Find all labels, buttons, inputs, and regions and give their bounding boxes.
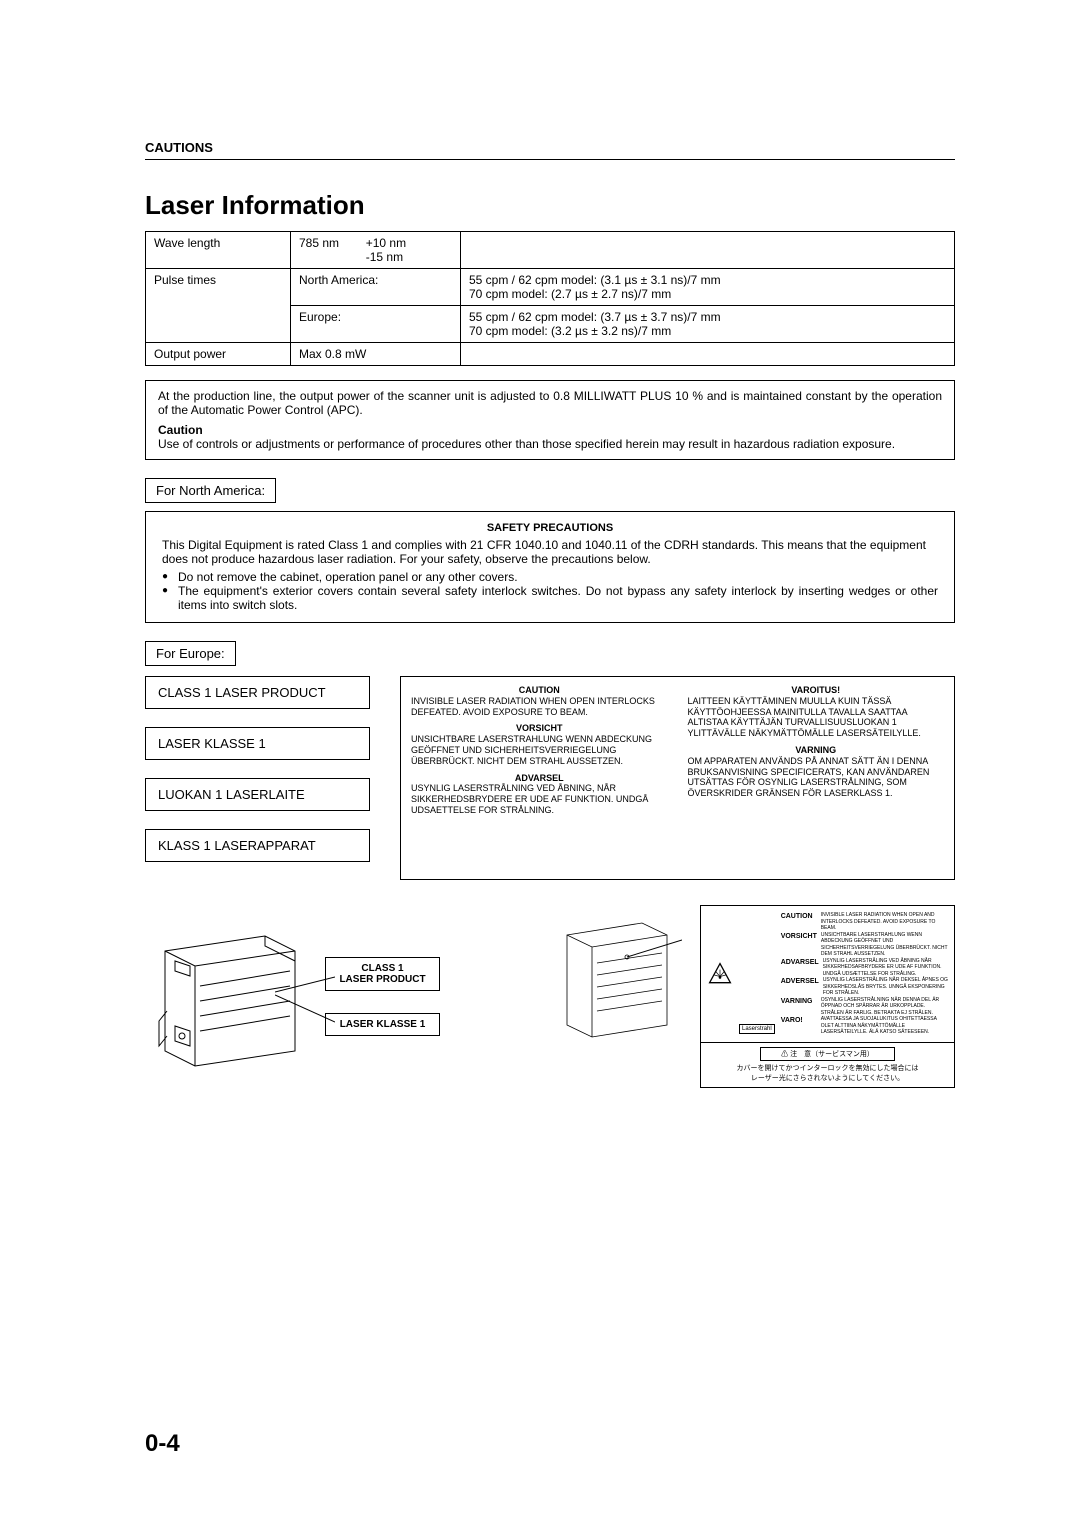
right-diagram: Laserstrahl CAUTIONINVISIBLE LASER RADIA… [552, 905, 955, 1088]
warning-head: VARNING [688, 745, 945, 756]
table-value: 55 cpm / 62 cpm model: (3.1 µs ± 3.1 ns)… [469, 273, 721, 301]
laser-hazard-icon [707, 961, 733, 987]
safety-intro: This Digital Equipment is rated Class 1 … [162, 538, 938, 566]
japanese-section: ⚠ 注 意（サービスマン用） カバーを開けてかつインターロックを無効にした場合に… [701, 1042, 954, 1087]
table-cell: 55 cpm / 62 cpm model: (3.1 µs ± 3.1 ns)… [461, 269, 955, 306]
safety-precautions-box: SAFETY PRECAUTIONS This Digital Equipmen… [145, 511, 955, 623]
pointer-group: CLASS 1 LASER PRODUCT LASER KLASSE 1 [325, 957, 440, 1036]
class-label: KLASS 1 LASERAPPARAT [145, 829, 370, 862]
warning-sticker-box: Laserstrahl CAUTIONINVISIBLE LASER RADIA… [700, 905, 955, 1088]
diagram-row: CLASS 1 LASER PRODUCT LASER KLASSE 1 [145, 905, 955, 1088]
warning-text: UNSICHTBARE LASERSTRAHLUNG WENN ABDECKUN… [411, 734, 668, 766]
caution-text: Use of controls or adjustments or perfor… [158, 437, 942, 451]
pointer-label: LASER KLASSE 1 [325, 1013, 440, 1036]
safety-bullet: The equipment's exterior covers contain … [162, 584, 938, 612]
warning-top-section: Laserstrahl CAUTIONINVISIBLE LASER RADIA… [701, 906, 954, 1042]
region-label-eu: For Europe: [145, 641, 236, 666]
warning-head: ADVARSEL [411, 773, 668, 784]
warn-row-text: UNSICHTBARE LASERSTRAHLUNG WENN ABDECKUN… [821, 932, 948, 958]
table-value: +10 nm -15 nm [366, 236, 406, 264]
warn-row-label: VORSICHT [781, 932, 817, 958]
table-value: 55 cpm / 62 cpm model: (3.7 µs ± 3.7 ns)… [469, 310, 721, 338]
laser-info-table: Wave length 785 nm +10 nm -15 nm Pulse t… [145, 231, 955, 366]
table-cell: Max 0.8 mW [291, 343, 461, 366]
multilang-warnings-box: CAUTION INVISIBLE LASER RADIATION WHEN O… [400, 676, 955, 880]
warning-column: VAROITUS! LAITTEEN KÄYTTÄMINEN MUULLA KU… [688, 685, 945, 871]
warning-head: VAROITUS! [688, 685, 945, 696]
warning-lines: CAUTIONINVISIBLE LASER RADIATION WHEN OP… [781, 912, 948, 1036]
section-header: CAUTIONS [145, 140, 955, 160]
warn-row-text: USYNLIG LASERSTRÅLING VED ÅBNING NÅR SIK… [823, 958, 948, 978]
page-number: 0-4 [145, 1430, 180, 1458]
left-diagram: CLASS 1 LASER PRODUCT LASER KLASSE 1 [145, 905, 440, 1088]
warn-row-label: ADVERSEL [781, 977, 819, 997]
class-label: LUOKAN 1 LASERLAITE [145, 778, 370, 811]
caution-note-box: At the production line, the output power… [145, 380, 955, 460]
printer-illustration-right [552, 905, 682, 1055]
warn-row-label: VARO! [781, 1016, 817, 1036]
pointer-label: CLASS 1 LASER PRODUCT [325, 957, 440, 991]
safety-title: SAFETY PRECAUTIONS [162, 522, 938, 534]
class-label: LASER KLASSE 1 [145, 727, 370, 760]
warning-head: CAUTION [411, 685, 668, 696]
table-cell: 55 cpm / 62 cpm model: (3.7 µs ± 3.7 ns)… [461, 306, 955, 343]
warn-row-label: ADVARSEL [781, 958, 819, 978]
table-cell: Output power [146, 343, 291, 366]
table-cell: Europe: [291, 306, 461, 343]
caution-label: Caution [158, 423, 942, 437]
warning-text: OM APPARATEN ANVÄNDS PÅ ANNAT SÄTT ÄN I … [688, 756, 945, 799]
table-cell: Wave length [146, 232, 291, 269]
warning-text: INVISIBLE LASER RADIATION WHEN OPEN INTE… [411, 696, 668, 718]
table-cell: North America: [291, 269, 461, 306]
warn-row-text: OSYNLIG LASERSTRÅLNING NÄR DENNA DEL ÄR … [821, 997, 948, 1017]
safety-bullet: Do not remove the cabinet, operation pan… [162, 570, 938, 584]
class-label: CLASS 1 LASER PRODUCT [145, 676, 370, 709]
note-text: At the production line, the output power… [158, 389, 942, 417]
warn-row-label: CAUTION [781, 912, 817, 932]
table-cell [461, 232, 955, 269]
warn-row-text: AVATTAESSA JA SUOJALUKITUS OHITETTAESSA … [821, 1016, 948, 1036]
japanese-text: カバーを開けてかつインターロックを無効にした場合には レーザー光にさらされないよ… [737, 1063, 919, 1083]
table-cell: Pulse times [146, 269, 291, 343]
pointer-labels: CLASS 1 LASER PRODUCT LASER KLASSE 1 [325, 957, 440, 1036]
japanese-header: ⚠ 注 意（サービスマン用） [760, 1047, 895, 1061]
warn-row-text: USYNLIG LASERSTRÅLING NÅR DEKSEL ÅPNES O… [823, 977, 948, 997]
warn-row-text: INVISIBLE LASER RADIATION WHEN OPEN AND … [821, 912, 948, 932]
warning-text: USYNLIG LASERSTRÅLNING VED ÅBNING, NÅR S… [411, 783, 668, 815]
pointer-lines [275, 967, 335, 1087]
table-value: 785 nm [299, 236, 339, 250]
table-cell [461, 343, 955, 366]
europe-container: CLASS 1 LASER PRODUCT LASER KLASSE 1 LUO… [145, 676, 955, 880]
warning-head: VORSICHT [411, 723, 668, 734]
class-labels: CLASS 1 LASER PRODUCT LASER KLASSE 1 LUO… [145, 676, 370, 880]
table-cell: 785 nm +10 nm -15 nm [291, 232, 461, 269]
warning-text: LAITTEEN KÄYTTÄMINEN MUULLA KUIN TÄSSÄ K… [688, 696, 945, 739]
warning-column: CAUTION INVISIBLE LASER RADIATION WHEN O… [411, 685, 668, 871]
region-label-na: For North America: [145, 478, 276, 503]
pointer-text: CLASS 1 LASER PRODUCT [339, 963, 425, 985]
page-title: Laser Information [145, 190, 955, 221]
warn-row-label: VARNING [781, 997, 817, 1017]
laserstrahl-label: Laserstrahl [739, 1024, 775, 1034]
